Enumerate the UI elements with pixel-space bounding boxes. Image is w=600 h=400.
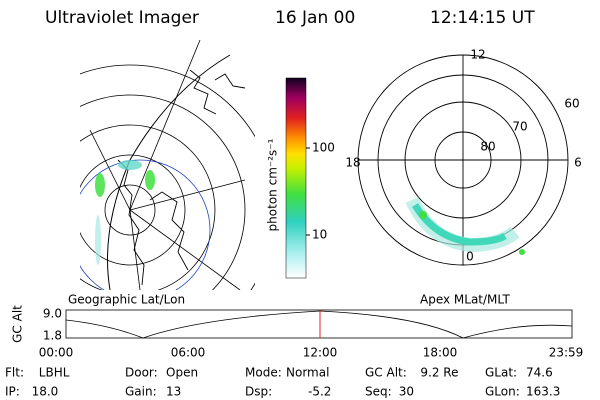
info-value: 18.0 — [32, 385, 59, 399]
lat-label: 60 — [564, 97, 579, 111]
info-label: Mode: — [245, 366, 282, 380]
info-label: Flt: — [5, 366, 24, 380]
mlt-label: 12 — [470, 48, 485, 62]
info-label: Door: — [125, 366, 158, 380]
lat-label: 70 — [512, 120, 527, 134]
info-value: LBHL — [39, 366, 70, 380]
info-value: Normal — [286, 366, 329, 380]
colorbar-tick-label: 10 — [312, 228, 327, 242]
colorbar — [285, 77, 307, 279]
mlt-label: 18 — [345, 156, 360, 170]
orbit-x-tick: 06:00 — [171, 346, 206, 360]
polar-grid — [357, 54, 569, 266]
instrument-title: Ultraviolet Imager — [45, 8, 199, 28]
info-label: IP: — [5, 385, 20, 399]
orbit-x-tick: 12:00 — [303, 346, 338, 360]
info-value: 163.3 — [526, 385, 560, 399]
polar-label: Apex MLat/MLT — [420, 293, 510, 307]
info-value: 30 — [399, 385, 414, 399]
info-panel: Flt: LBHL Door: Open Mode: Normal GC Alt: 9.2 R… — [5, 366, 560, 399]
date: 16 Jan 00 — [275, 8, 355, 28]
orbit-x-tick: 23:59 — [549, 346, 584, 360]
info-label: GLat: — [485, 366, 517, 380]
colorbar-tick-label: 100 — [312, 141, 335, 155]
orbit-y-tick: 1.8 — [43, 329, 62, 343]
info-label: GLon: — [485, 385, 520, 399]
orbit-x-tick: 18:00 — [423, 346, 458, 360]
mlt-label: 0 — [466, 250, 474, 264]
polar-aurora — [405, 196, 525, 255]
map — [80, 40, 255, 290]
orbit-frame — [65, 309, 573, 339]
info-value: 13 — [166, 385, 181, 399]
map-aurora — [95, 160, 155, 265]
info-value: -5.2 — [308, 385, 331, 399]
mlt-label: 6 — [574, 156, 582, 170]
info-value: Open — [166, 366, 198, 380]
info-label: GC Alt: — [365, 366, 407, 380]
orbit-y-label: GC Alt — [11, 305, 25, 343]
info-label: Seq: — [365, 385, 392, 399]
info-value: 9.2 Re — [420, 366, 458, 380]
info-label: Dsp: — [245, 385, 272, 399]
info-value: 74.6 — [526, 366, 553, 380]
colorbar-unit: photon cm⁻²s⁻¹ — [266, 138, 280, 231]
map-label: Geographic Lat/Lon — [68, 293, 185, 307]
orbit-x-tick: 00:00 — [39, 346, 74, 360]
lat-label: 80 — [480, 140, 495, 154]
info-label: Gain: — [125, 385, 157, 399]
time: 12:14:15 UT — [430, 8, 535, 28]
orbit-curve — [65, 310, 573, 339]
orbit-y-tick: 9.0 — [43, 307, 62, 321]
